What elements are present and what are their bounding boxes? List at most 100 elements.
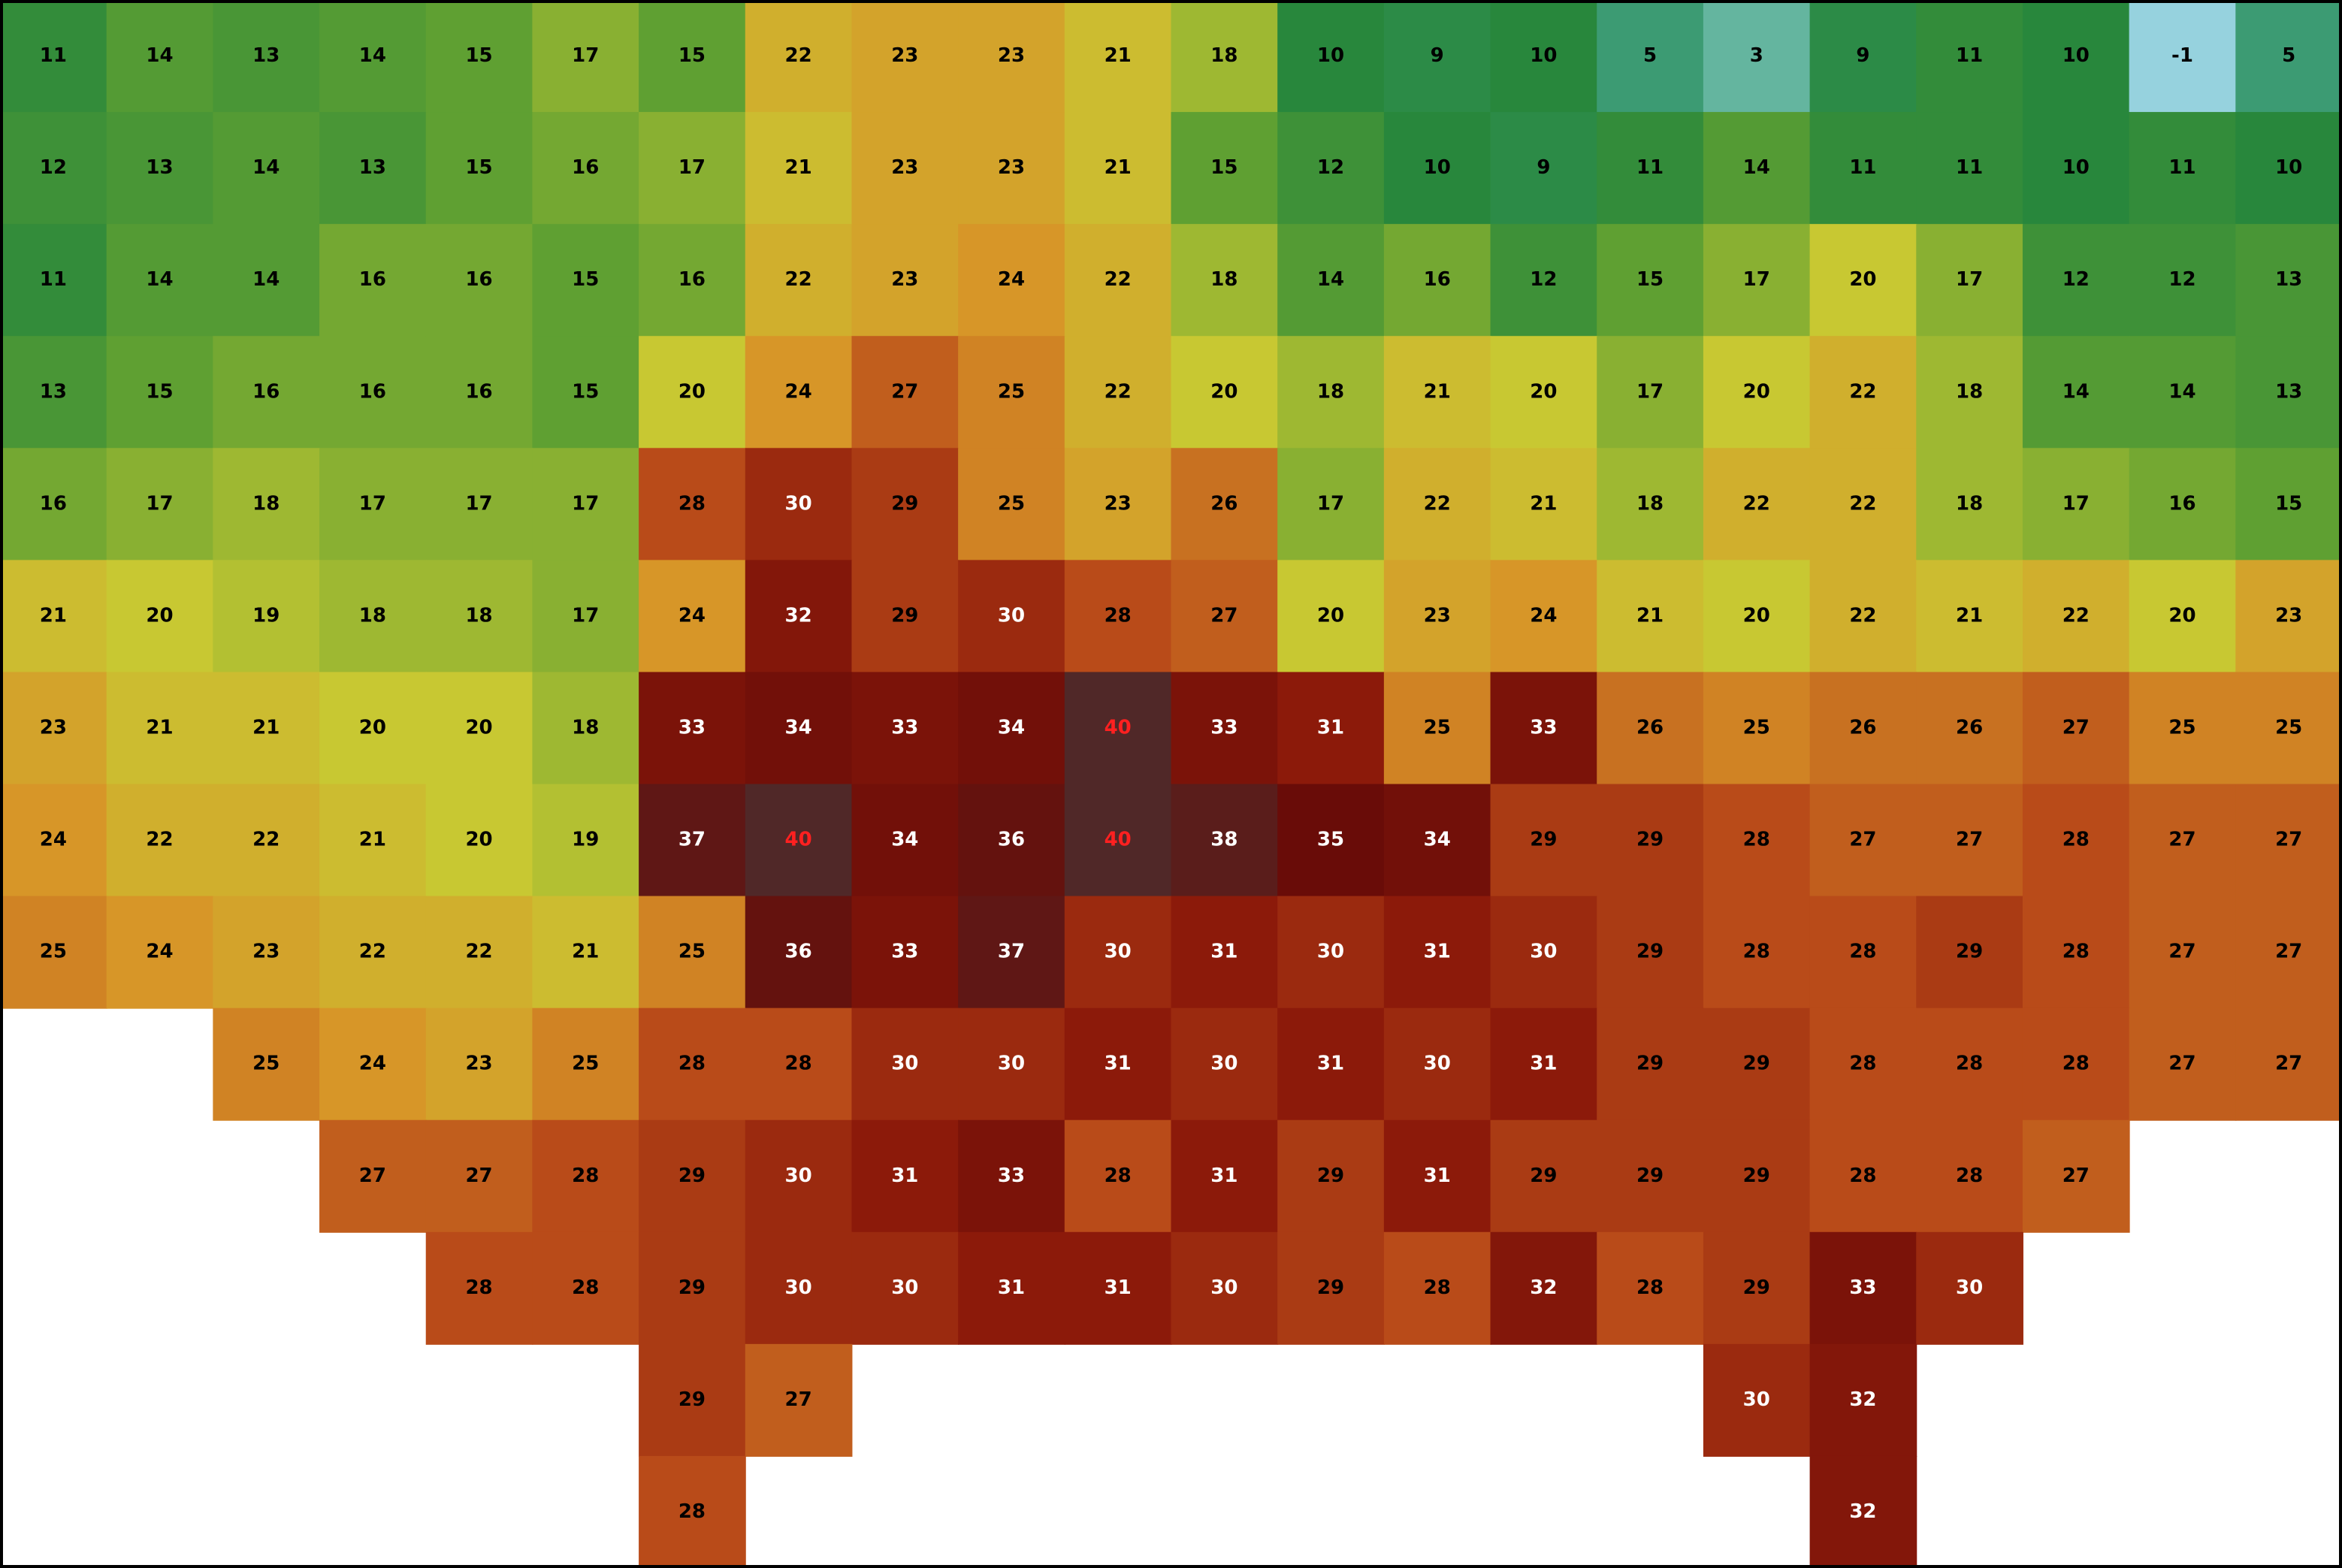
- temperature-label: 28: [1105, 1165, 1132, 1187]
- temperature-label: 10: [1317, 44, 1344, 67]
- temperature-cell: [639, 448, 746, 561]
- temperature-label: 18: [1636, 492, 1664, 515]
- temperature-cell: [2235, 784, 2342, 897]
- temperature-label: 13: [2275, 380, 2302, 403]
- temperature-cell: [745, 336, 853, 449]
- temperature-cell: [1383, 1008, 1491, 1121]
- temperature-cell: [1383, 784, 1491, 897]
- temperature-cell: [1277, 1119, 1385, 1233]
- temperature-label: 23: [998, 156, 1025, 179]
- temperature-cell: [1703, 1008, 1811, 1121]
- temperature-label: 18: [465, 604, 492, 627]
- temperature-label: 21: [252, 716, 280, 739]
- temperature-label: 33: [678, 716, 706, 739]
- temperature-cell: [1490, 448, 1598, 561]
- temperature-label: 11: [40, 268, 67, 291]
- temperature-label: 40: [1105, 829, 1132, 851]
- temperature-cell: [1383, 560, 1491, 673]
- temperature-cell: [745, 560, 853, 673]
- temperature-cell: [958, 112, 1065, 225]
- temperature-cell: [213, 1008, 321, 1121]
- temperature-label: 34: [998, 716, 1025, 739]
- temperature-cell: [1171, 448, 1279, 561]
- temperature-cell: [1383, 224, 1491, 337]
- temperature-label: 14: [1317, 268, 1344, 291]
- temperature-cell: [2235, 896, 2342, 1009]
- temperature-label: 28: [572, 1165, 599, 1187]
- temperature-label: 33: [891, 716, 918, 739]
- temperature-label: 35: [1317, 829, 1344, 851]
- temperature-cell: [2129, 784, 2237, 897]
- temperature-label: 31: [998, 1276, 1025, 1299]
- temperature-cell: [1277, 1008, 1385, 1121]
- temperature-label: 20: [1210, 380, 1237, 403]
- temperature-label: 22: [252, 829, 280, 851]
- temperature-cell: [745, 1119, 853, 1233]
- temperature-cell: [1383, 0, 1491, 113]
- temperature-cell: [2129, 672, 2237, 785]
- temperature-cell: [2235, 448, 2342, 561]
- temperature-label: 24: [40, 829, 67, 851]
- temperature-cell: [1597, 1119, 1704, 1233]
- temperature-label: 13: [359, 156, 386, 179]
- temperature-cell: [213, 336, 321, 449]
- temperature-cell: [1703, 784, 1811, 897]
- temperature-cell: [1383, 1231, 1491, 1345]
- temperature-label: 22: [359, 941, 386, 963]
- temperature-label: 14: [1743, 156, 1770, 179]
- temperature-cell: [639, 1455, 746, 1568]
- temperature-label: 20: [359, 716, 386, 739]
- temperature-cell: [425, 1119, 533, 1233]
- temperature-label: 33: [1210, 716, 1237, 739]
- temperature-label: 11: [1956, 156, 1983, 179]
- temperature-cell: [1916, 336, 2023, 449]
- temperature-cell: [532, 448, 640, 561]
- temperature-label: 21: [785, 156, 812, 179]
- temperature-label: 31: [1105, 1276, 1132, 1299]
- temperature-cell: [2129, 0, 2237, 113]
- temperature-label: 31: [1317, 716, 1344, 739]
- temperature-label: 34: [891, 829, 918, 851]
- temperature-label: 31: [1530, 1053, 1557, 1075]
- temperature-label: 36: [998, 829, 1025, 851]
- temperature-cell: [1064, 1231, 1172, 1345]
- temperature-label: 37: [998, 941, 1025, 963]
- temperature-label: 19: [252, 604, 280, 627]
- temperature-cell: [1703, 336, 1811, 449]
- temperature-label: 23: [252, 941, 280, 963]
- temperature-cell: [1064, 1008, 1172, 1121]
- temperature-cell: [213, 448, 321, 561]
- temperature-cell: [1809, 112, 1917, 225]
- temperature-label: 20: [1849, 268, 1876, 291]
- temperature-cell: [425, 1008, 533, 1121]
- temperature-label: 40: [785, 829, 812, 851]
- temperature-cell: [1277, 448, 1385, 561]
- temperature-cell: [0, 112, 107, 225]
- temperature-label: 29: [891, 492, 918, 515]
- temperature-label: 16: [252, 380, 280, 403]
- temperature-cell: [745, 448, 853, 561]
- temperature-label: 11: [1956, 44, 1983, 67]
- temperature-cell: [958, 560, 1065, 673]
- temperature-cell: [425, 448, 533, 561]
- temperature-cell: [532, 896, 640, 1009]
- temperature-cell: [958, 0, 1065, 113]
- temperature-cell: [745, 1231, 853, 1345]
- temperature-cell: [1597, 784, 1704, 897]
- temperature-label: 30: [998, 1053, 1025, 1075]
- temperature-cell: [851, 896, 959, 1009]
- temperature-cell: [1064, 1119, 1172, 1233]
- temperature-label: 23: [465, 1053, 492, 1075]
- temperature-label: 28: [465, 1276, 492, 1299]
- temperature-label: 29: [1743, 1276, 1770, 1299]
- temperature-cell: [1064, 112, 1172, 225]
- temperature-cell: [1490, 0, 1598, 113]
- temperature-label: 20: [1743, 604, 1770, 627]
- temperature-cell: [2129, 1008, 2237, 1121]
- temperature-cell: [639, 1008, 746, 1121]
- temperature-label: 30: [785, 1276, 812, 1299]
- temperature-label: 22: [1105, 380, 1132, 403]
- temperature-label: 27: [465, 1165, 492, 1187]
- temperature-cell: [425, 560, 533, 673]
